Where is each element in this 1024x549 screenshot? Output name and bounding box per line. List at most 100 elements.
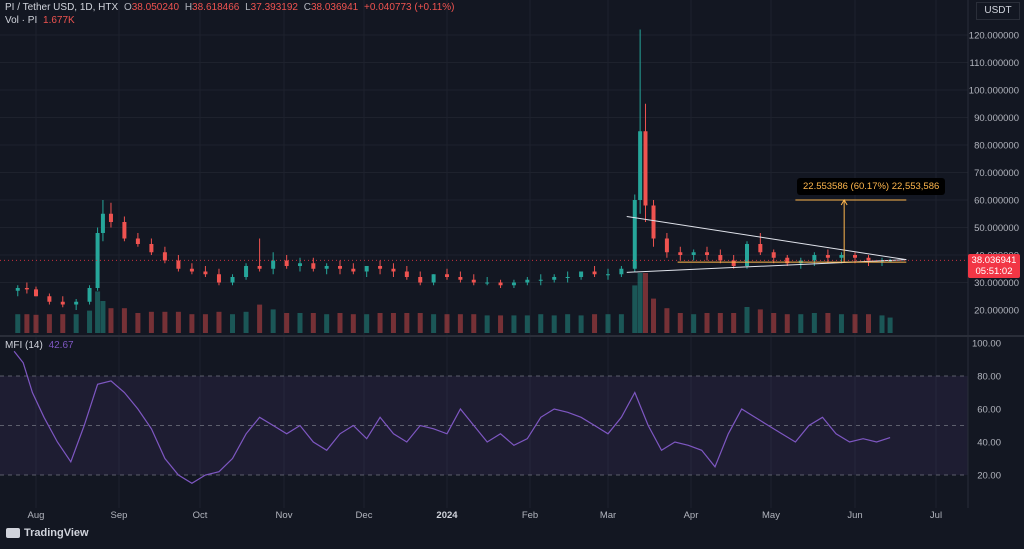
bar-countdown: 05:51:02 bbox=[975, 266, 1013, 277]
volume-bar bbox=[484, 315, 490, 333]
candle-body[interactable] bbox=[471, 279, 476, 283]
candle-body[interactable] bbox=[785, 257, 790, 264]
candle-body[interactable] bbox=[579, 271, 584, 278]
candle-body[interactable] bbox=[298, 263, 302, 266]
volume-bar bbox=[377, 313, 383, 333]
candle-body[interactable] bbox=[825, 255, 830, 258]
candle-body[interactable] bbox=[812, 255, 817, 261]
volume-bar bbox=[230, 314, 236, 333]
candle-body[interactable] bbox=[691, 252, 696, 255]
candle-body[interactable] bbox=[565, 277, 570, 278]
candle-body[interactable] bbox=[718, 255, 723, 261]
candle-body[interactable] bbox=[771, 252, 776, 258]
candle-body[interactable] bbox=[745, 244, 749, 266]
candle-body[interactable] bbox=[664, 238, 669, 253]
candle-body[interactable] bbox=[445, 274, 449, 277]
candle-body[interactable] bbox=[364, 266, 369, 272]
triangle-upper-trendline[interactable] bbox=[626, 216, 907, 261]
candle-body[interactable] bbox=[378, 266, 383, 269]
candle-body[interactable] bbox=[15, 288, 20, 291]
candle-body[interactable] bbox=[538, 279, 543, 281]
candle-body[interactable] bbox=[731, 260, 736, 267]
volume-bar bbox=[565, 314, 571, 333]
candle-body[interactable] bbox=[866, 257, 871, 261]
candle-body[interactable] bbox=[592, 271, 597, 275]
symbol-label[interactable]: PI / Tether USD, 1D, HTX bbox=[5, 2, 119, 13]
candle-body[interactable] bbox=[24, 288, 29, 290]
ohlc-legend: PI / Tether USD, 1D, HTX O38.050240 H38.… bbox=[5, 2, 457, 13]
volume-bar bbox=[524, 315, 530, 333]
volume-bar bbox=[852, 314, 858, 333]
candle-body[interactable] bbox=[189, 268, 194, 272]
candle-body[interactable] bbox=[705, 252, 709, 255]
candle-body[interactable] bbox=[619, 268, 624, 275]
candle-body[interactable] bbox=[338, 266, 342, 269]
candle-body[interactable] bbox=[678, 252, 683, 255]
candle-body[interactable] bbox=[498, 282, 503, 286]
candle-body[interactable] bbox=[74, 301, 79, 305]
candle-body[interactable] bbox=[404, 271, 409, 278]
volume-bar bbox=[592, 314, 598, 333]
candle-body[interactable] bbox=[458, 277, 463, 280]
volume-bar bbox=[46, 314, 52, 333]
volume-bar bbox=[284, 313, 290, 333]
candle-body[interactable] bbox=[108, 213, 113, 222]
candle-body[interactable] bbox=[324, 266, 329, 269]
candle-body[interactable] bbox=[257, 266, 262, 269]
price-tick-label: 90.000000 bbox=[974, 113, 1019, 124]
candle-body[interactable] bbox=[122, 222, 127, 239]
candle-body[interactable] bbox=[95, 233, 100, 288]
candle-body[interactable] bbox=[552, 277, 557, 280]
candle-body[interactable] bbox=[485, 282, 490, 284]
volume-bar bbox=[24, 314, 30, 333]
candle-body[interactable] bbox=[606, 274, 610, 276]
candle-body[interactable] bbox=[60, 301, 65, 305]
candle-body[interactable] bbox=[203, 271, 208, 275]
volume-bar bbox=[33, 314, 39, 333]
candle-body[interactable] bbox=[87, 288, 92, 302]
candle-body[interactable] bbox=[216, 274, 221, 283]
volume-bar bbox=[784, 314, 790, 333]
volume-bar bbox=[731, 313, 737, 333]
volume-bar bbox=[811, 313, 817, 333]
tradingview-brand[interactable]: TradingView bbox=[6, 527, 89, 539]
candle-body[interactable] bbox=[525, 279, 530, 283]
candle-body[interactable] bbox=[34, 289, 38, 297]
volume-bar bbox=[324, 314, 330, 333]
mfi-series-line[interactable] bbox=[13, 350, 891, 485]
candle-body[interactable] bbox=[311, 263, 316, 269]
candle-body[interactable] bbox=[351, 268, 356, 272]
candle-body[interactable] bbox=[230, 277, 235, 283]
candle-body[interactable] bbox=[100, 213, 105, 233]
price-range-label[interactable]: 22.553586 (60.17%) 22,553,586 bbox=[797, 178, 946, 195]
mfi-name[interactable]: MFI (14) bbox=[5, 340, 43, 351]
candle-body[interactable] bbox=[632, 200, 637, 269]
candle-body[interactable] bbox=[271, 260, 276, 269]
currency-label[interactable]: USDT bbox=[976, 2, 1020, 20]
candle-body[interactable] bbox=[176, 260, 181, 269]
candle-body[interactable] bbox=[418, 277, 423, 283]
volume-bar bbox=[162, 311, 168, 333]
volume-bar bbox=[651, 298, 657, 333]
candle-body[interactable] bbox=[162, 252, 167, 261]
candle-body[interactable] bbox=[638, 131, 643, 200]
volume-bar bbox=[404, 313, 410, 333]
candle-body[interactable] bbox=[431, 274, 436, 283]
candle-body[interactable] bbox=[643, 131, 648, 206]
candle-body[interactable] bbox=[244, 266, 249, 277]
candle-body[interactable] bbox=[853, 255, 857, 258]
candle-body[interactable] bbox=[511, 282, 516, 286]
candle-body[interactable] bbox=[758, 244, 763, 253]
candle-body[interactable] bbox=[391, 268, 396, 272]
volume-label[interactable]: Vol · PI bbox=[5, 15, 38, 26]
triangle-lower-trendline[interactable] bbox=[626, 259, 907, 273]
candle-body[interactable] bbox=[149, 244, 154, 253]
high-value: 38.618466 bbox=[192, 2, 240, 13]
candle-body[interactable] bbox=[135, 238, 140, 245]
candle-body[interactable] bbox=[284, 260, 289, 267]
candle-body[interactable] bbox=[839, 255, 844, 258]
candle-body[interactable] bbox=[47, 296, 52, 302]
candle-body[interactable] bbox=[651, 205, 656, 239]
